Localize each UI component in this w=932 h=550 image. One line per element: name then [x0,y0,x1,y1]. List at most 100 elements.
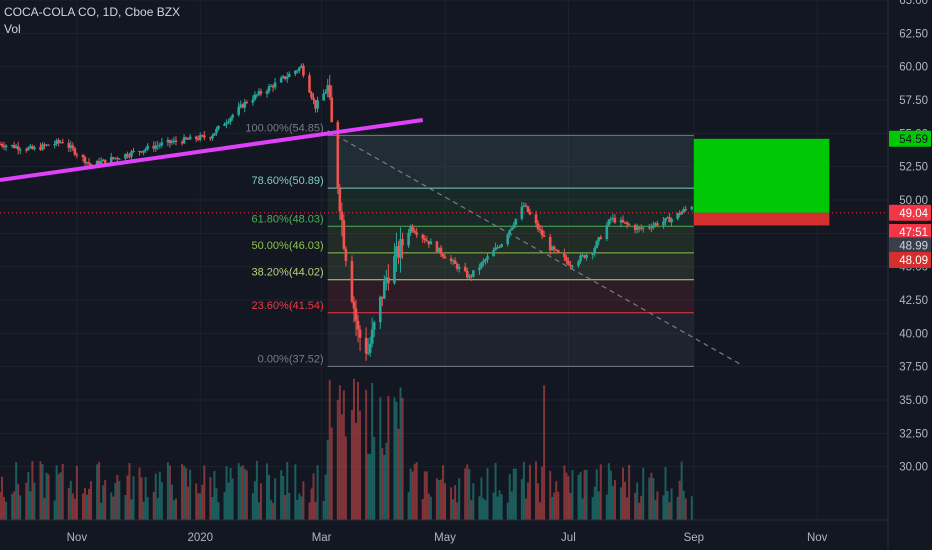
volume-bar [512,468,515,520]
candle-body [144,149,147,151]
candle-body [184,137,188,139]
volume-bar [585,469,588,520]
volume-bar [308,502,311,520]
candle-body [89,163,93,166]
volume-bar [510,491,513,520]
candle-body [565,257,568,261]
volume-bar [322,500,325,520]
volume-bar [181,463,184,520]
volume-bar [385,442,388,520]
volume-bar [642,467,645,520]
volume-bar [425,471,428,520]
candle-body [166,140,170,143]
volume-bar [399,387,402,520]
candle-body [95,161,99,166]
candle-body [366,352,370,354]
volume-bar [466,464,469,520]
volume-bar [73,498,76,520]
volume-bar [381,448,384,520]
candle-body [154,145,158,149]
fib-level-label: 0.00%(37.52) [258,353,324,365]
volume-bar [626,497,629,520]
volume-bar [684,498,687,520]
volume-bar [656,491,659,520]
volume-bar [5,501,8,520]
candle-body [209,137,212,139]
volume-bar [441,465,444,520]
candle-body [526,206,530,212]
candle-body [670,218,673,223]
volume-bar [555,481,558,520]
volume-bar [537,483,540,520]
candle-body [142,150,145,153]
price-tick-label: 40.00 [899,328,928,340]
volume-bar [595,469,598,520]
volume-bar [569,492,572,520]
volume-bar [622,467,625,520]
candle-body [31,146,34,150]
volume-bar [185,467,188,520]
volume-bar [259,483,262,520]
volume-bar [286,461,289,520]
volume-bar [478,496,481,520]
volume-bar [140,477,143,520]
volume-bar [114,482,117,520]
candle-body [330,97,334,123]
volume-bar [245,470,248,520]
candle-body [680,212,683,215]
volume-indicator-label[interactable]: Vol [4,22,21,36]
candle-body [579,255,582,262]
candle-body [567,260,570,265]
candle-body [550,246,554,251]
candle-body [439,247,443,255]
volume-bar [514,468,517,520]
candle-body [429,241,433,245]
candle-body [273,82,277,88]
volume-bar [435,478,438,520]
trendline [0,118,424,182]
candle-body [12,145,16,148]
price-label-text: 54.59 [899,134,928,146]
volume-bar [251,493,254,520]
fib-zone [327,252,694,280]
candle-body [581,255,584,257]
price-tick-label: 60.00 [899,62,928,74]
volume-bar [662,495,665,520]
volume-bar [654,500,657,520]
candle-body [225,122,228,125]
volume-bar [357,381,360,520]
volume-bar [172,500,175,520]
volume-bar [81,493,84,520]
volume-bar [124,495,127,520]
volume-bar [67,488,70,520]
volume-bar [90,481,93,520]
candle-body [14,146,18,148]
volume-bar [268,474,271,520]
candle-body [538,229,542,231]
volume-bar [413,463,416,520]
fib-trend-dashed-line [327,130,743,366]
volume-bar [605,494,608,520]
volume-bar [39,461,42,520]
symbol-title[interactable]: COCA-COLA CO, 1D, Cboe BZX [4,5,181,19]
candle-body [443,256,447,259]
volume-bar [421,499,424,520]
candle-body [239,104,243,107]
price-label-box [889,204,931,221]
candle-body [397,246,400,258]
volume-bar [355,422,358,520]
candle-body [356,320,360,330]
volume-bar [284,494,287,520]
volume-bar [102,485,105,520]
volume-bar [272,502,275,520]
candle-body [59,142,62,144]
volume-bar [468,468,471,520]
candle-body [350,260,354,302]
price-label-text: 48.99 [899,240,928,252]
volume-bar [53,500,56,520]
volume-bar [506,502,509,520]
candle-body [364,337,368,354]
price-tick-label: 62.50 [899,28,928,40]
volume-bar [520,479,523,520]
